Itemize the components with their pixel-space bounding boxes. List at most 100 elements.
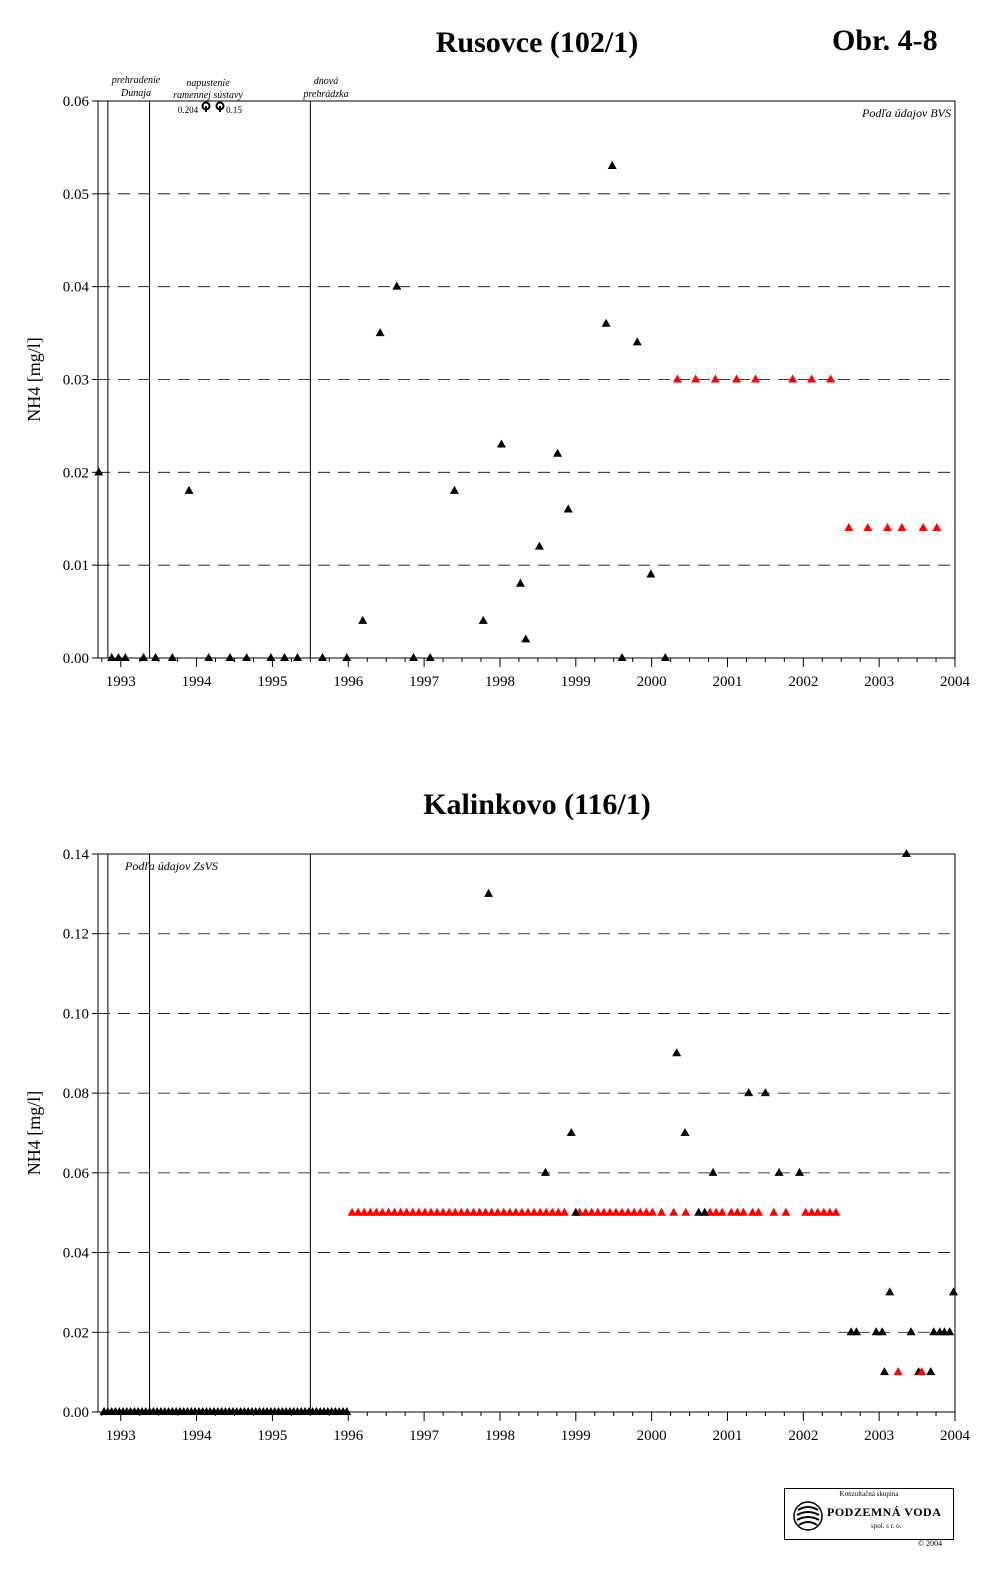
data-point: [669, 1207, 679, 1216]
data-point: [781, 1207, 791, 1216]
data-point: [317, 653, 327, 661]
data-point: [462, 1207, 472, 1216]
data-point: [420, 1207, 430, 1216]
off-scale-value: 0.15: [226, 105, 242, 115]
data-point: [559, 1207, 569, 1216]
logo-mark-icon: [793, 1501, 823, 1531]
data-point: [831, 1207, 841, 1216]
y-tick-label: 0.08: [63, 1086, 89, 1102]
y-tick-label: 0.10: [63, 1006, 89, 1022]
x-tick-label: 2001: [712, 674, 742, 690]
y-tick-label: 0.04: [63, 280, 90, 296]
data-point: [484, 888, 494, 897]
data-point: [807, 1207, 817, 1216]
y-tick-label: 0.00: [63, 651, 89, 667]
data-point: [587, 1207, 597, 1216]
data-point: [593, 1207, 603, 1216]
chart-title: Kalinkovo (116/1): [423, 788, 651, 821]
data-point: [521, 634, 531, 643]
data-point: [375, 328, 385, 337]
y-tick-label: 0.01: [63, 558, 89, 574]
annotation-dam: Dunaja: [120, 88, 151, 99]
x-tick-label: 2002: [788, 674, 818, 690]
data-point: [408, 1207, 418, 1216]
data-point: [877, 1327, 887, 1336]
x-tick-label: 2002: [788, 1428, 818, 1444]
data-point: [813, 1207, 823, 1216]
x-tick-label: 2001: [712, 1428, 742, 1444]
data-point: [660, 653, 670, 661]
x-tick-label: 1997: [409, 1428, 440, 1444]
data-point: [680, 1128, 690, 1136]
annotation-weir: dnová: [314, 76, 338, 87]
data-point: [408, 653, 418, 661]
data-point: [292, 653, 302, 661]
copyright: © 2004: [918, 1539, 943, 1548]
data-point: [139, 653, 149, 661]
x-tick-label: 2000: [637, 674, 667, 690]
data-point: [450, 1207, 460, 1216]
data-point: [505, 1207, 515, 1216]
data-point: [266, 653, 276, 661]
data-point: [425, 653, 435, 661]
data-point: [496, 439, 506, 448]
data-point: [807, 374, 817, 383]
company-logo: Konzultačná skupina PODZEMNÁ VODA spol. …: [784, 1488, 954, 1540]
data-point: [563, 504, 573, 513]
x-tick-label: 1994: [182, 1428, 213, 1444]
data-point: [691, 374, 701, 383]
y-axis-label: NH4 [mg/l]: [24, 1091, 44, 1176]
data-point: [347, 1207, 357, 1216]
data-point: [383, 1207, 393, 1216]
data-point: [607, 160, 617, 169]
data-point: [646, 569, 656, 578]
data-point: [432, 1207, 442, 1216]
data-point: [541, 1207, 551, 1216]
annotation-weir: prehrádzka: [302, 89, 348, 100]
data-point: [444, 1207, 454, 1216]
data-point: [774, 1167, 784, 1176]
data-point: [353, 1207, 363, 1216]
data-point: [601, 318, 611, 327]
data-point: [863, 523, 873, 532]
logo-name: PODZEMNÁ VODA: [827, 1505, 942, 1519]
data-point: [438, 1207, 448, 1216]
data-point: [566, 1128, 576, 1136]
x-tick-label: 1998: [485, 674, 515, 690]
data-point: [523, 1207, 533, 1216]
y-tick-label: 0.06: [63, 1166, 90, 1182]
y-tick-label: 0.00: [63, 1405, 89, 1421]
data-point: [748, 1207, 758, 1216]
data-point: [883, 523, 893, 532]
data-point: [710, 374, 720, 383]
data-point: [945, 1327, 955, 1336]
x-tick-label: 1993: [106, 1428, 136, 1444]
off-scale-value: 0.204: [178, 105, 199, 115]
data-point: [906, 1327, 916, 1336]
data-point: [826, 374, 836, 383]
data-point: [402, 1207, 412, 1216]
chart-title: Rusovce (102/1): [436, 26, 638, 59]
data-point: [390, 1207, 400, 1216]
data-point: [629, 1207, 639, 1216]
data-point: [167, 653, 177, 661]
x-tick-label: 1995: [257, 1428, 287, 1444]
source-note: Podľa údajov BVS: [861, 106, 951, 120]
data-point: [534, 541, 544, 550]
data-point: [623, 1207, 633, 1216]
data-point: [511, 1207, 521, 1216]
data-point: [901, 849, 911, 857]
y-axis-label: NH4 [mg/l]: [24, 337, 44, 422]
data-point: [242, 653, 252, 661]
data-point: [819, 1207, 829, 1216]
data-point: [113, 653, 123, 661]
logo-top-text: Konzultačná skupina: [839, 1490, 899, 1498]
data-point: [825, 1207, 835, 1216]
data-point: [94, 467, 104, 476]
data-point: [581, 1207, 591, 1216]
data-point: [468, 1207, 478, 1216]
chart-kalinkovo: Kalinkovo (116/1) 0.00 0.02 0.04 0.06 0.08 0.1…: [24, 788, 971, 1444]
data-point: [871, 1327, 881, 1336]
y-tick-label: 0.02: [63, 465, 89, 481]
data-point: [184, 485, 194, 494]
